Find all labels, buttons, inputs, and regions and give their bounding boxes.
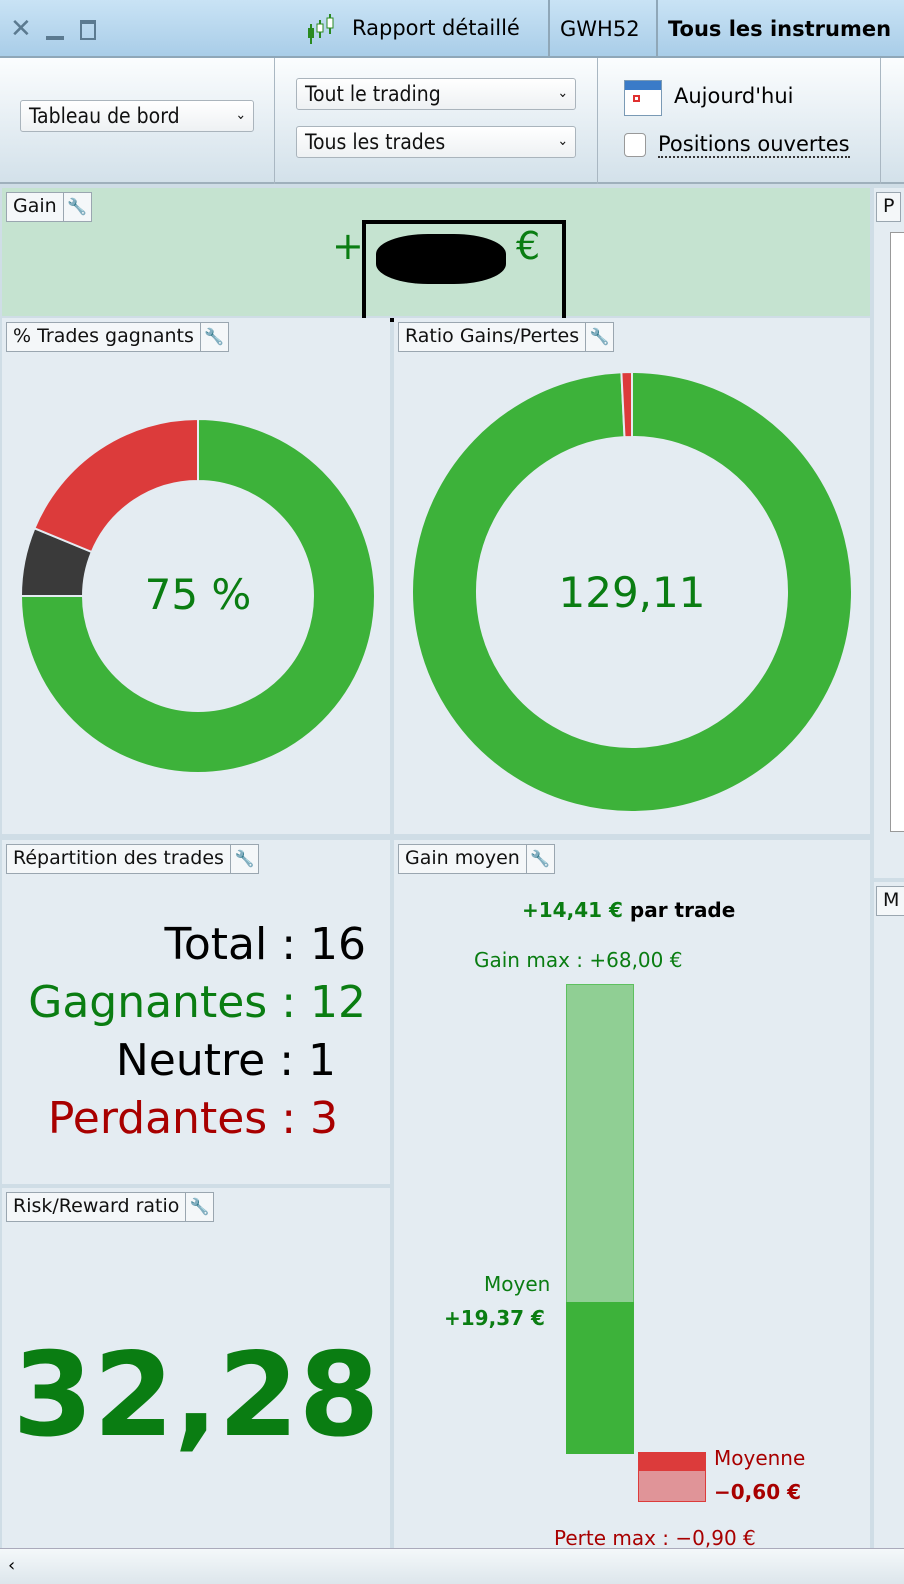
date-range-label[interactable]: Aujourd'hui: [674, 84, 794, 108]
distribution-header: Répartition des trades 🔧: [6, 844, 259, 874]
report-title: Rapport détaillé: [352, 16, 520, 40]
open-positions-checkbox[interactable]: [624, 133, 646, 157]
open-positions-label[interactable]: Positions ouvertes: [658, 132, 850, 158]
max-gain-bar: [566, 984, 634, 1304]
divider: [274, 58, 275, 184]
view-select[interactable]: Tableau de bord ⌄: [20, 100, 254, 132]
side-panel-p-header: P: [876, 192, 902, 222]
distribution-list: Total : 16 Gagnantes : 12 Neutre : 1 Per…: [28, 916, 366, 1148]
donut-slice-gains: [411, 370, 853, 813]
candlestick-icon: [308, 14, 334, 44]
side-panel-p: P: [874, 188, 904, 878]
per-trade-label: par trade: [629, 898, 736, 922]
wrench-icon[interactable]: 🔧: [62, 193, 91, 221]
side-panel-m-header: M: [876, 886, 904, 916]
per-trade-value: +14,41 €: [522, 898, 623, 922]
risk-reward-header: Risk/Reward ratio 🔧: [6, 1192, 215, 1222]
ratio-value: 129,11: [558, 568, 706, 617]
chevron-down-icon: ⌄: [557, 85, 568, 101]
win-row: Gagnantes : 12: [28, 977, 366, 1028]
gain-title: Gain: [13, 195, 57, 217]
ratio-donut: [411, 370, 853, 813]
side-chart: [890, 232, 904, 832]
trades-select[interactable]: Tous les trades ⌄: [296, 126, 576, 158]
divider: [597, 58, 598, 184]
neutral-row: Neutre : 1: [115, 1035, 336, 1086]
horizontal-scrollbar[interactable]: ‹: [0, 1548, 904, 1584]
avg-loss-value: −0,60 €: [714, 1480, 801, 1504]
win-rate-value: 75 %: [144, 570, 252, 619]
avg-loss-bar: [639, 1453, 705, 1471]
avg-loss-label: Moyenne: [714, 1446, 806, 1470]
distribution-panel: Répartition des trades 🔧 Total : 16 Gagna…: [2, 840, 390, 1184]
avg-gain-bar: [566, 1302, 634, 1454]
wrench-icon[interactable]: 🔧: [185, 1193, 213, 1221]
wrench-icon[interactable]: 🔧: [199, 323, 228, 351]
max-loss-label: Perte max : −0,90 €: [554, 1526, 756, 1550]
trading-select-value: Tout le trading: [305, 82, 441, 106]
gain-header: Gain 🔧: [6, 192, 92, 222]
loss-row: Perdantes : 3: [47, 1093, 338, 1144]
win-rate-header: % Trades gagnants 🔧: [6, 322, 229, 352]
donut-slice-perdantes: [33, 417, 199, 554]
avg-gain-label: Moyen: [484, 1272, 551, 1296]
max-gain-label: Gain max : +68,00 €: [474, 948, 683, 972]
instruments-tab[interactable]: Tous les instrumen: [656, 0, 901, 58]
wrench-icon[interactable]: 🔧: [229, 845, 258, 873]
scroll-left-icon[interactable]: ‹: [8, 1555, 16, 1576]
risk-reward-panel: Risk/Reward ratio 🔧 32,28: [2, 1188, 390, 1548]
risk-reward-value: 32,28: [12, 1328, 380, 1463]
avg-gain-panel: Gain moyen 🔧 +14,41 € par trade Gain max …: [394, 840, 870, 1550]
risk-reward-title: Risk/Reward ratio: [13, 1195, 180, 1217]
win-rate-title: % Trades gagnants: [13, 325, 194, 347]
avg-gain-title: Gain moyen: [405, 847, 520, 869]
avg-gain-header: Gain moyen 🔧: [398, 844, 555, 874]
divider: [880, 58, 881, 184]
avg-gain-value: +19,37 €: [444, 1306, 545, 1330]
total-row: Total : 16: [164, 919, 366, 970]
gain-panel: Gain 🔧 + €: [2, 188, 870, 322]
ratio-panel: Ratio Gains/Pertes 🔧 129,11: [394, 318, 870, 834]
trading-select[interactable]: Tout le trading ⌄: [296, 78, 576, 110]
chevron-down-icon: ⌄: [235, 107, 246, 123]
chevron-down-icon: ⌄: [557, 133, 568, 149]
ratio-header: Ratio Gains/Pertes 🔧: [398, 322, 615, 352]
donut-slice-pertes: [620, 370, 633, 439]
close-icon[interactable]: ✕: [10, 14, 32, 44]
win-rate-panel: % Trades gagnants 🔧 75 %: [2, 318, 390, 834]
instruments-label: Tous les instrumen: [668, 17, 892, 41]
minimize-icon[interactable]: [46, 36, 64, 40]
view-select-value: Tableau de bord: [29, 104, 180, 128]
window-titlebar: ✕ Rapport détaillé GWH52 Tous les instru…: [0, 0, 904, 58]
gain-prefix: +: [332, 224, 364, 268]
max-loss-bar: [638, 1452, 706, 1502]
account-tab[interactable]: GWH52: [548, 0, 650, 58]
side-panel-m: M: [874, 882, 904, 1548]
calendar-icon[interactable]: [624, 80, 662, 116]
per-trade: +14,41 € par trade: [522, 898, 735, 922]
donut-slice-gagnantes: [19, 417, 376, 774]
redaction-box: [362, 220, 566, 322]
wrench-icon[interactable]: 🔧: [585, 323, 613, 351]
maximize-icon[interactable]: [80, 20, 96, 40]
account-label: GWH52: [560, 17, 640, 41]
redaction-scribble: [376, 234, 506, 284]
wrench-icon[interactable]: 🔧: [525, 845, 554, 873]
distribution-title: Répartition des trades: [13, 847, 224, 869]
ratio-title: Ratio Gains/Pertes: [405, 325, 580, 347]
win-rate-donut: [19, 417, 376, 774]
trades-select-value: Tous les trades: [305, 130, 446, 154]
gain-suffix: €: [516, 224, 541, 268]
